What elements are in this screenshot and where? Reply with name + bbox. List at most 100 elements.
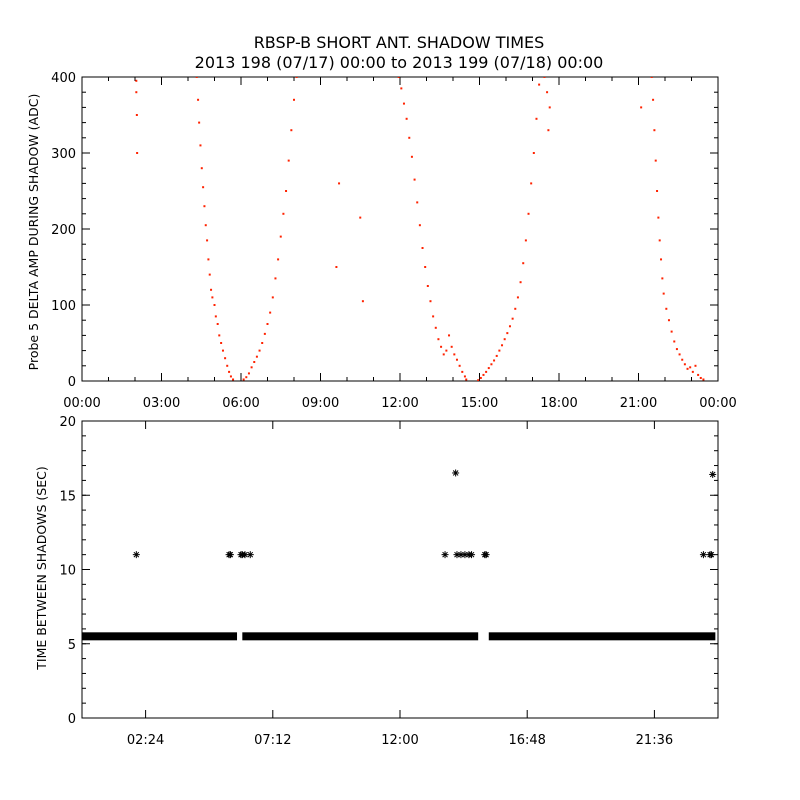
asterisk-point	[468, 551, 476, 559]
data-point	[258, 349, 261, 352]
data-point	[522, 262, 525, 265]
baseline-point-band	[488, 632, 716, 641]
top-x-tick-label: 00:00	[63, 396, 100, 411]
top-x-tick-label: 06:00	[222, 396, 259, 411]
top-panel: 00:00 03:00 06:00 09:00 12:00 15:00 18:00 21:00…	[51, 71, 737, 411]
data-point	[511, 317, 514, 320]
asterisk-point	[707, 551, 715, 559]
data-point	[660, 258, 663, 261]
top-data-points	[135, 77, 705, 381]
data-point	[686, 367, 689, 370]
data-point	[226, 364, 229, 367]
data-point	[683, 363, 686, 366]
data-point	[437, 338, 440, 341]
data-point	[658, 239, 661, 242]
data-point	[220, 342, 223, 344]
data-point	[135, 91, 138, 94]
top-y-tick-label: 100	[51, 299, 76, 314]
data-point	[218, 334, 221, 337]
data-point	[250, 366, 253, 369]
bottom-x-tick-label: 12:00	[381, 733, 418, 748]
data-point	[405, 117, 408, 120]
data-point	[221, 349, 224, 352]
data-point	[442, 353, 445, 356]
top-y-tick-label: 400	[51, 71, 76, 86]
data-point	[445, 349, 448, 352]
asterisk-point	[246, 551, 254, 559]
data-point	[440, 345, 443, 348]
data-point	[498, 349, 501, 352]
data-point	[461, 370, 464, 373]
data-point	[538, 83, 541, 86]
data-point	[247, 372, 250, 375]
top-x-tick-label: 21:00	[620, 396, 657, 411]
data-point	[408, 136, 411, 139]
data-point	[681, 358, 684, 361]
data-point	[673, 340, 676, 343]
asterisk-point	[699, 551, 707, 559]
data-point	[136, 152, 139, 154]
bottom-y-tick-label: 0	[68, 712, 76, 727]
data-point	[503, 338, 506, 341]
data-point	[650, 77, 653, 78]
data-point	[524, 239, 527, 242]
data-point	[271, 296, 274, 299]
data-point	[662, 292, 665, 295]
data-point	[421, 247, 424, 249]
data-point	[135, 114, 138, 116]
chart-title-line1: RBSP-B SHORT ANT. SHADOW TIMES	[254, 33, 545, 52]
data-point	[657, 216, 660, 219]
baseline-point-band	[242, 632, 479, 641]
data-point	[204, 224, 207, 227]
data-point	[211, 296, 214, 299]
data-point	[661, 277, 664, 280]
data-point	[675, 348, 678, 351]
data-point	[263, 332, 266, 335]
data-point	[208, 273, 211, 276]
data-point	[458, 364, 461, 367]
data-point	[495, 354, 498, 357]
data-point	[287, 159, 290, 162]
data-point	[206, 239, 209, 242]
data-point	[199, 144, 202, 147]
data-point	[670, 330, 673, 333]
data-point	[202, 186, 205, 189]
data-point	[702, 378, 705, 381]
data-point	[418, 224, 421, 227]
data-point	[543, 77, 546, 78]
data-point	[508, 325, 511, 328]
bottom-x-tick-label: 21:36	[636, 733, 673, 748]
data-point	[210, 288, 213, 291]
data-point	[198, 121, 201, 124]
data-point	[453, 353, 456, 356]
data-point	[261, 342, 264, 344]
bottom-y-tick-label: 5	[68, 638, 76, 653]
data-point	[501, 344, 504, 347]
data-point	[255, 355, 258, 358]
data-point	[224, 357, 227, 360]
data-point	[455, 358, 458, 361]
data-point	[200, 167, 203, 170]
data-point	[463, 375, 466, 378]
data-point	[485, 370, 488, 373]
data-point	[277, 258, 280, 261]
data-point	[397, 77, 400, 78]
data-point	[282, 212, 285, 215]
data-point	[245, 376, 248, 379]
data-point	[530, 182, 533, 185]
data-point	[197, 98, 200, 101]
data-point	[527, 212, 530, 215]
data-point	[678, 353, 681, 356]
data-point	[448, 334, 451, 337]
top-x-tick-label: 03:00	[143, 396, 180, 411]
data-point	[548, 106, 551, 109]
data-point	[293, 98, 295, 101]
asterisk-point	[709, 470, 717, 478]
data-point	[535, 117, 538, 120]
data-point	[338, 182, 341, 185]
top-y-tick-label: 300	[51, 147, 76, 162]
data-point	[465, 378, 468, 381]
data-point	[416, 201, 419, 204]
data-point	[203, 205, 206, 208]
